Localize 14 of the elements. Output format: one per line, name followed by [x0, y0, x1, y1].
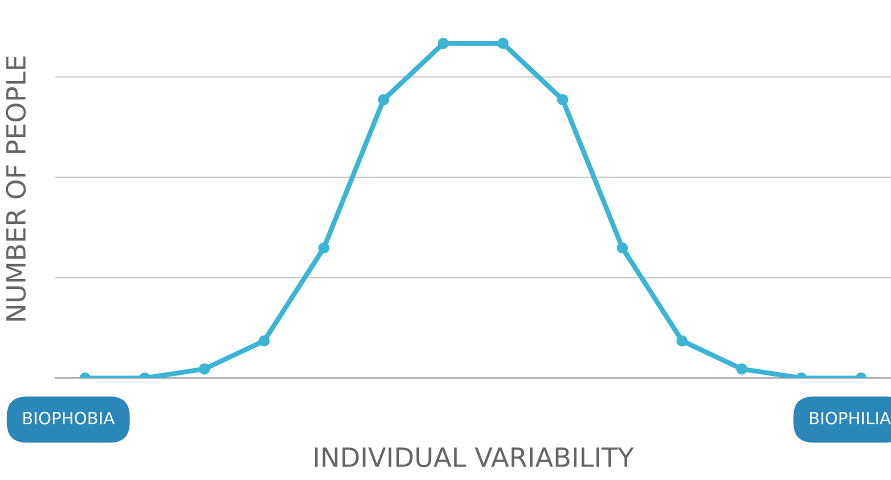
- point: [497, 38, 509, 50]
- point: [258, 335, 270, 346]
- point: [318, 242, 330, 254]
- point: [438, 38, 449, 50]
- x-axis-title: INDIVIDUAL VARIABILITY: [314, 448, 634, 468]
- point: [378, 94, 390, 106]
- point: [676, 335, 688, 346]
- point: [557, 94, 568, 106]
- point: [736, 363, 748, 375]
- point: [198, 363, 210, 375]
- y-axis-title: NUMBER OF PEOPLE: [6, 56, 26, 321]
- text: BIOPHILIA: [810, 412, 891, 424]
- point: [616, 242, 628, 254]
- text: BIOPHOBIA: [23, 412, 115, 424]
